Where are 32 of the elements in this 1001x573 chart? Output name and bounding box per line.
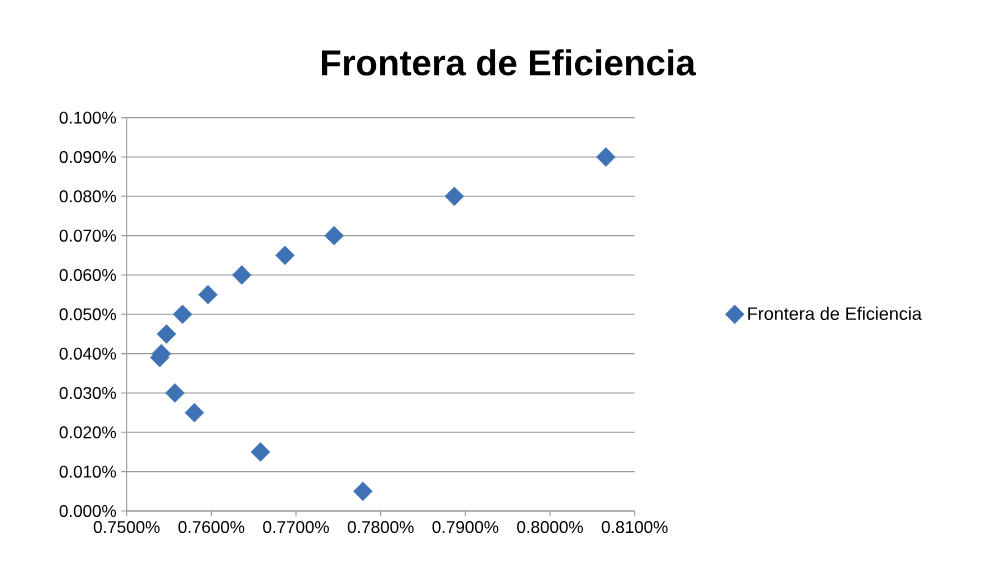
point [444,186,465,207]
x-tick-label: 0.8000% [517,521,583,534]
y-tick-label: 0.000% [59,504,117,518]
x-tick-label: 0.7600% [178,521,245,534]
y-tick-label: 0.100% [59,111,117,124]
y-tick-label: 0.090% [59,150,117,164]
point [324,225,344,246]
y-tick-label: 0.020% [59,426,117,439]
x-tick-label: 0.7700% [263,521,329,534]
point [172,304,193,325]
point [353,481,373,502]
point [184,402,205,423]
x-tick-label: 0.7900% [432,521,499,534]
point [596,147,616,167]
point [275,245,295,266]
point [198,284,218,305]
y-tick-label: 0.050% [59,308,117,321]
chart-title: Frontera de Eficiencia [322,49,696,76]
point [250,442,271,462]
x-tick-label: 0.7800% [347,521,414,534]
legend-label: Frontera de Eficiencia [748,306,922,321]
y-tick-label: 0.040% [59,347,117,360]
point [165,383,185,403]
y-tick-label: 0.080% [59,190,117,203]
point [232,265,252,285]
y-tick-label: 0.030% [59,386,117,400]
point [156,324,177,344]
y-tick-label: 0.010% [59,465,117,478]
y-tick-label: 0.060% [59,268,117,282]
x-tick-label: 0.7500% [93,521,160,534]
y-tick-label: 0.070% [59,229,117,242]
x-tick-label: 0.8100% [601,521,668,534]
